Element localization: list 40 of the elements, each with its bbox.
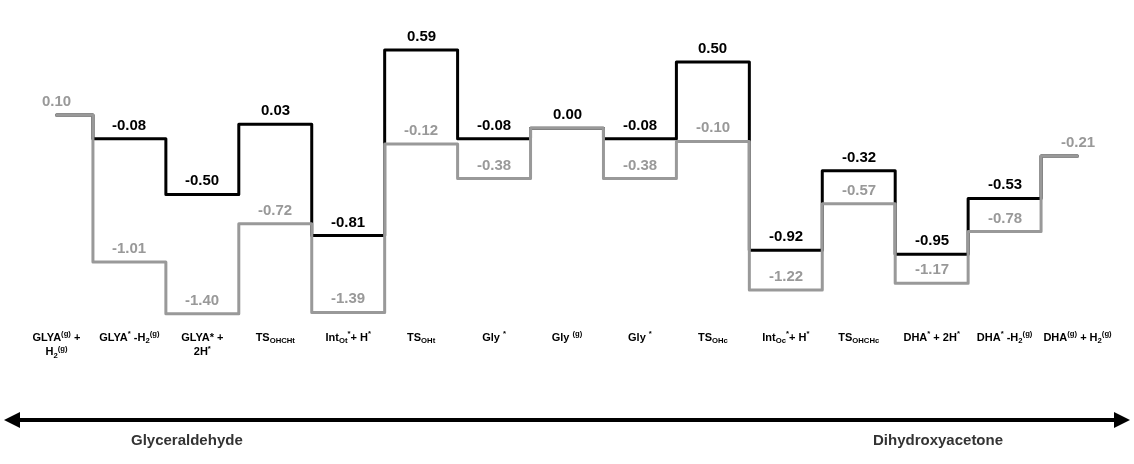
- x-tick-label: GLYA* + 2H$^{*}$: [181, 331, 224, 358]
- data-label: 0.10: [42, 92, 72, 109]
- x-tick-label: Gly $^{(g)}$: [551, 329, 583, 343]
- data-label: -0.08: [112, 116, 147, 133]
- data-label: 0.03: [261, 101, 291, 118]
- data-label: -0.38: [623, 156, 658, 173]
- data-label: -0.08: [623, 116, 658, 133]
- text: Dihydroxyacetone: [873, 431, 1004, 448]
- data-label: -0.53: [988, 175, 1023, 192]
- x-tick-label: Int$_{Oc}$$^{*}$+ H$^{*}$: [762, 329, 810, 346]
- x-tick-label: TS$_{OHc}$: [697, 331, 729, 346]
- x-tick-label: TS$_{OHCHc}$: [838, 331, 880, 346]
- data-label: -0.72: [258, 201, 293, 218]
- data-label: 0.59: [407, 27, 437, 44]
- x-tick-label: Int$_{Ot}$$^{*}$+ H$^{*}$: [325, 329, 371, 346]
- data-label: -0.95: [915, 231, 950, 248]
- data-label: -0.32: [842, 148, 877, 165]
- data-label: -0.38: [477, 156, 512, 173]
- data-label: -1.01: [112, 239, 147, 256]
- data-label: -1.22: [769, 267, 804, 284]
- data-label: 0.00: [553, 105, 583, 122]
- data-label: -0.81: [331, 213, 366, 230]
- text: Glyceraldehyde: [131, 431, 243, 448]
- data-label: -1.17: [915, 260, 950, 277]
- data-label: -0.78: [988, 209, 1023, 226]
- x-tick-label: DHA$^{*}$ + 2H$^{*}$: [903, 329, 960, 343]
- data-label: -0.57: [842, 181, 877, 198]
- data-label: -0.08: [477, 116, 512, 133]
- x-tick-label: Gly $^{*}$: [628, 329, 652, 343]
- data-label: -0.21: [1061, 133, 1096, 150]
- x-tick-label: TS$_{OHCHt}$: [255, 331, 296, 346]
- data-label: -0.12: [404, 121, 439, 138]
- data-label: 0.50: [698, 39, 728, 56]
- data-label: -1.39: [331, 289, 366, 306]
- data-label: -0.10: [696, 118, 731, 135]
- data-label: -0.50: [185, 171, 220, 188]
- x-tick-label: Gly $^{*}$: [482, 329, 506, 343]
- data-label: -0.92: [769, 227, 804, 244]
- x-tick-label: TS$_{OHt}$: [407, 331, 436, 346]
- data-label: -1.40: [185, 291, 220, 308]
